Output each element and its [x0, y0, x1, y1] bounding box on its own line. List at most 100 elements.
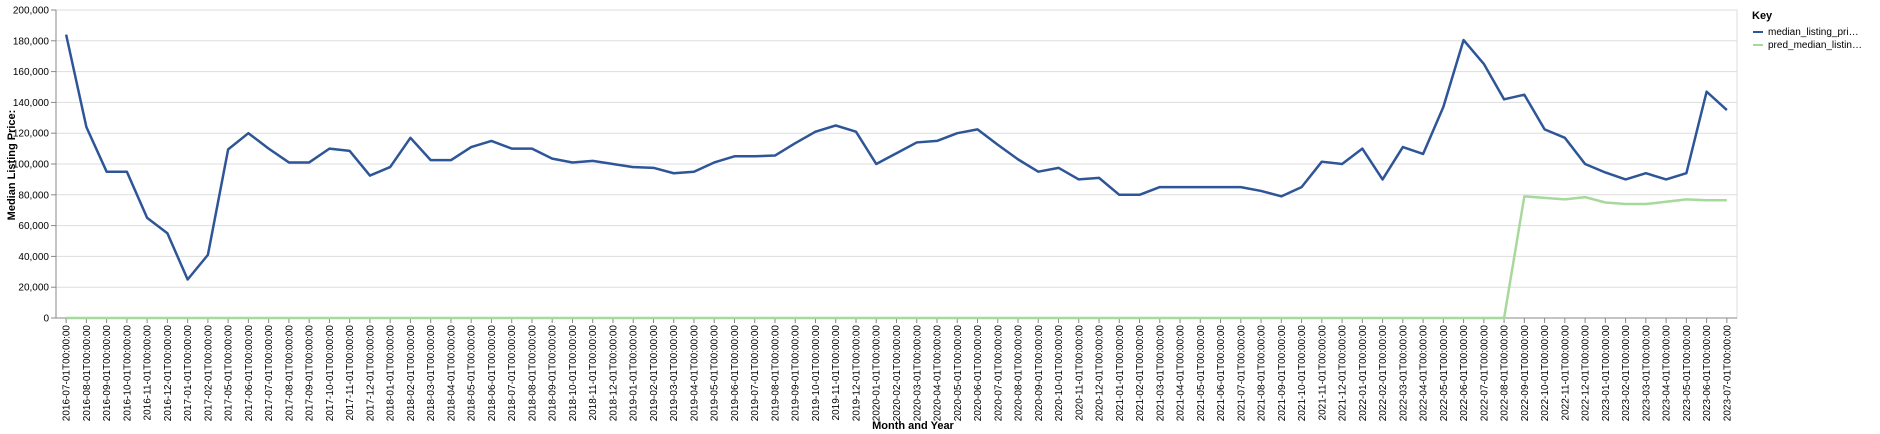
- x-tick-label: 2020-05-01T00:00:00: [953, 325, 964, 422]
- y-tick-label: 100,000: [13, 160, 50, 171]
- x-tick-label: 2020-09-01T00:00:00: [1034, 325, 1045, 422]
- series-lines: [64, 34, 1728, 320]
- x-tick-label: 2020-01-01T00:00:00: [872, 325, 883, 422]
- x-tick-label: 2022-10-01T00:00:00: [1540, 325, 1551, 422]
- x-tick-label: 2019-04-01T00:00:00: [689, 325, 700, 422]
- x-tick-label: 2018-10-01T00:00:00: [568, 325, 579, 422]
- x-tick-label: 2018-08-01T00:00:00: [527, 325, 538, 422]
- x-tick-label: 2022-08-01T00:00:00: [1500, 325, 1511, 422]
- x-tick-label: 2022-12-01T00:00:00: [1581, 325, 1592, 422]
- x-tick-label: 2021-07-01T00:00:00: [1236, 325, 1247, 422]
- x-tick-label: 2019-11-01T00:00:00: [831, 325, 842, 421]
- x-tick-label: 2020-02-01T00:00:00: [892, 325, 903, 422]
- x-tick-label: 2021-12-01T00:00:00: [1338, 325, 1349, 422]
- x-tick-label: 2018-09-01T00:00:00: [548, 325, 559, 422]
- x-tick-label: 2018-12-01T00:00:00: [608, 325, 619, 422]
- x-tick-label: 2023-04-01T00:00:00: [1662, 325, 1673, 422]
- x-tick-label: 2016-10-01T00:00:00: [122, 325, 133, 422]
- y-tick-label: 80,000: [18, 190, 49, 201]
- legend-label-pred: pred_median_listin…: [1768, 40, 1862, 51]
- x-tick-label: 2018-05-01T00:00:00: [467, 325, 478, 422]
- gridlines: [55, 9, 1738, 319]
- x-tick-label: 2018-06-01T00:00:00: [487, 325, 498, 422]
- x-tick-label: 2021-02-01T00:00:00: [1135, 325, 1146, 422]
- legend-label-median: median_listing_pri…: [1768, 27, 1859, 38]
- x-tick-label: 2017-11-01T00:00:00: [345, 325, 356, 421]
- x-tick-label: 2023-07-01T00:00:00: [1722, 325, 1733, 422]
- x-tick-label: 2018-07-01T00:00:00: [507, 325, 518, 422]
- x-tick-label: 2022-01-01T00:00:00: [1358, 325, 1369, 422]
- x-tick-label: 2017-01-01T00:00:00: [183, 325, 194, 422]
- x-tick-label: 2019-10-01T00:00:00: [811, 325, 822, 422]
- x-tick-label: 2022-03-01T00:00:00: [1398, 325, 1409, 422]
- x-tick-label: 2021-10-01T00:00:00: [1297, 325, 1308, 422]
- y-tick-label: 40,000: [18, 252, 49, 263]
- x-tick-label: 2021-08-01T00:00:00: [1257, 325, 1268, 422]
- x-tick-label: 2020-12-01T00:00:00: [1095, 325, 1106, 422]
- legend-title: Key: [1752, 10, 1773, 22]
- x-tick-label: 2023-01-01T00:00:00: [1601, 325, 1612, 422]
- x-tick-label: 2019-03-01T00:00:00: [669, 325, 680, 422]
- x-tick-label: 2022-02-01T00:00:00: [1378, 325, 1389, 422]
- x-tick-label: 2018-04-01T00:00:00: [446, 325, 457, 422]
- x-tick-label: 2017-09-01T00:00:00: [305, 325, 316, 422]
- x-tick-label: 2022-09-01T00:00:00: [1520, 325, 1531, 422]
- x-tick-label: 2023-06-01T00:00:00: [1702, 325, 1713, 422]
- x-tick-label: 2020-07-01T00:00:00: [993, 325, 1004, 422]
- x-tick-label: 2022-04-01T00:00:00: [1419, 325, 1430, 422]
- x-tick-label: 2021-09-01T00:00:00: [1277, 325, 1288, 422]
- x-tick-label: 2017-12-01T00:00:00: [365, 325, 376, 422]
- x-tick-label: 2016-08-01T00:00:00: [82, 325, 93, 422]
- x-tick-label: 2020-06-01T00:00:00: [973, 325, 984, 422]
- x-tick-label: 2022-07-01T00:00:00: [1479, 325, 1490, 422]
- x-tick-label: 2017-07-01T00:00:00: [264, 325, 275, 422]
- x-tick-label: 2022-11-01T00:00:00: [1560, 325, 1571, 421]
- x-tick-label: 2019-05-01T00:00:00: [710, 325, 721, 422]
- y-axis: 0 20,000 40,000 60,000 80,000 100,000 120,000 1…: [13, 6, 57, 325]
- x-tick-label: 2021-06-01T00:00:00: [1216, 325, 1227, 422]
- x-tick-label: 2018-03-01T00:00:00: [426, 325, 437, 422]
- x-tick-label: 2018-02-01T00:00:00: [406, 325, 417, 422]
- x-tick-label: 2022-06-01T00:00:00: [1459, 325, 1470, 422]
- x-axis: 2016-07-01T00:00:00 2016-08-01T00:00:00 20…: [56, 317, 1737, 422]
- x-tick-label: 2019-09-01T00:00:00: [791, 325, 802, 422]
- x-tick-label: 2017-02-01T00:00:00: [203, 325, 214, 422]
- y-tick-label: 20,000: [18, 283, 49, 294]
- y-axis-title: Median Listing Price:: [6, 110, 18, 221]
- x-tick-label: 2021-05-01T00:00:00: [1196, 325, 1207, 422]
- series-line-pred: [66, 195, 1727, 320]
- x-tick-label: 2019-08-01T00:00:00: [770, 325, 781, 422]
- legend: Key median_listing_pri… pred_median_list…: [1752, 10, 1862, 51]
- y-tick-label: 160,000: [13, 67, 50, 78]
- x-tick-label: 2017-06-01T00:00:00: [244, 325, 255, 422]
- x-tick-label: 2020-11-01T00:00:00: [1074, 325, 1085, 421]
- x-tick-label: 2019-06-01T00:00:00: [730, 325, 741, 422]
- y-tick-label: 140,000: [13, 98, 50, 109]
- y-tick-label: 120,000: [13, 129, 50, 140]
- x-tick-label: 2019-12-01T00:00:00: [851, 325, 862, 422]
- x-tick-label: 2021-04-01T00:00:00: [1176, 325, 1187, 422]
- x-tick-label: 2017-10-01T00:00:00: [325, 325, 336, 422]
- x-tick-label: 2018-11-01T00:00:00: [588, 325, 599, 421]
- x-tick-label: 2020-08-01T00:00:00: [1014, 325, 1025, 422]
- x-tick-label: 2023-03-01T00:00:00: [1641, 325, 1652, 422]
- x-tick-label: 2016-07-01T00:00:00: [62, 325, 73, 422]
- x-tick-label: 2016-11-01T00:00:00: [143, 325, 154, 421]
- x-tick-label: 2023-05-01T00:00:00: [1682, 325, 1693, 422]
- y-tick-label: 200,000: [13, 6, 50, 17]
- x-tick-label: 2021-03-01T00:00:00: [1155, 325, 1166, 422]
- x-tick-label: 2019-01-01T00:00:00: [629, 325, 640, 422]
- x-tick-label: 2020-03-01T00:00:00: [912, 325, 923, 422]
- x-tick-label: 2016-12-01T00:00:00: [163, 325, 174, 422]
- x-tick-label: 2016-09-01T00:00:00: [102, 325, 113, 422]
- x-tick-label: 2018-01-01T00:00:00: [386, 325, 397, 422]
- y-tick-label: 0: [43, 314, 49, 325]
- x-tick-label: 2019-07-01T00:00:00: [750, 325, 761, 422]
- x-tick-label: 2023-02-01T00:00:00: [1621, 325, 1632, 422]
- x-tick-label: 2017-05-01T00:00:00: [224, 325, 235, 422]
- x-tick-label: 2022-05-01T00:00:00: [1439, 325, 1450, 422]
- x-tick-label: 2021-11-01T00:00:00: [1317, 325, 1328, 421]
- x-tick-label: 2017-08-01T00:00:00: [284, 325, 295, 422]
- series-line-median: [64, 34, 1728, 281]
